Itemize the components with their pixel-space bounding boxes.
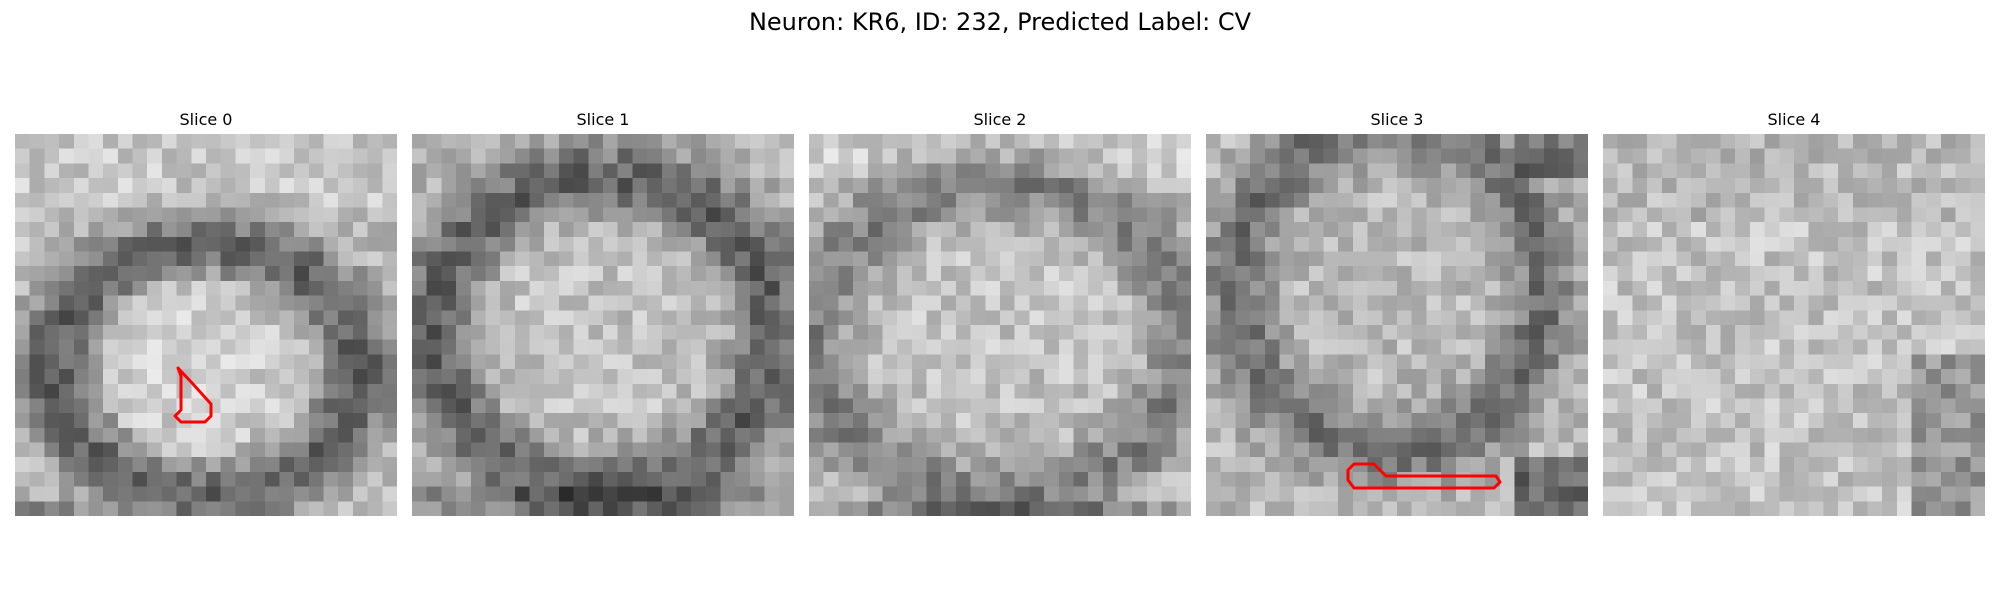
slice-title: Slice 2 <box>973 110 1027 129</box>
roi-outline <box>1346 462 1502 490</box>
slice-panels: Slice 0 Slice 1 Slice 2 Slice 3 Slice 4 <box>15 108 1985 518</box>
slice-panel-1: Slice 1 <box>412 108 794 518</box>
slice-panel-4: Slice 4 <box>1603 108 1985 518</box>
slice-panel-3: Slice 3 <box>1206 108 1588 518</box>
slice-title: Slice 3 <box>1370 110 1424 129</box>
slice-title: Slice 1 <box>576 110 630 129</box>
roi-outline <box>173 366 213 424</box>
figure-title: Neuron: KR6, ID: 232, Predicted Label: C… <box>748 8 1252 36</box>
slice-title: Slice 0 <box>179 110 233 129</box>
microscopy-slice-image <box>809 134 1191 516</box>
microscopy-slice-image <box>1603 134 1985 516</box>
slice-panel-2: Slice 2 <box>809 108 1191 518</box>
microscopy-slice-image <box>15 134 397 516</box>
microscopy-slice-image <box>1206 134 1588 516</box>
microscopy-slice-image <box>412 134 794 516</box>
slice-title: Slice 4 <box>1767 110 1821 129</box>
slice-panel-0: Slice 0 <box>15 108 397 518</box>
